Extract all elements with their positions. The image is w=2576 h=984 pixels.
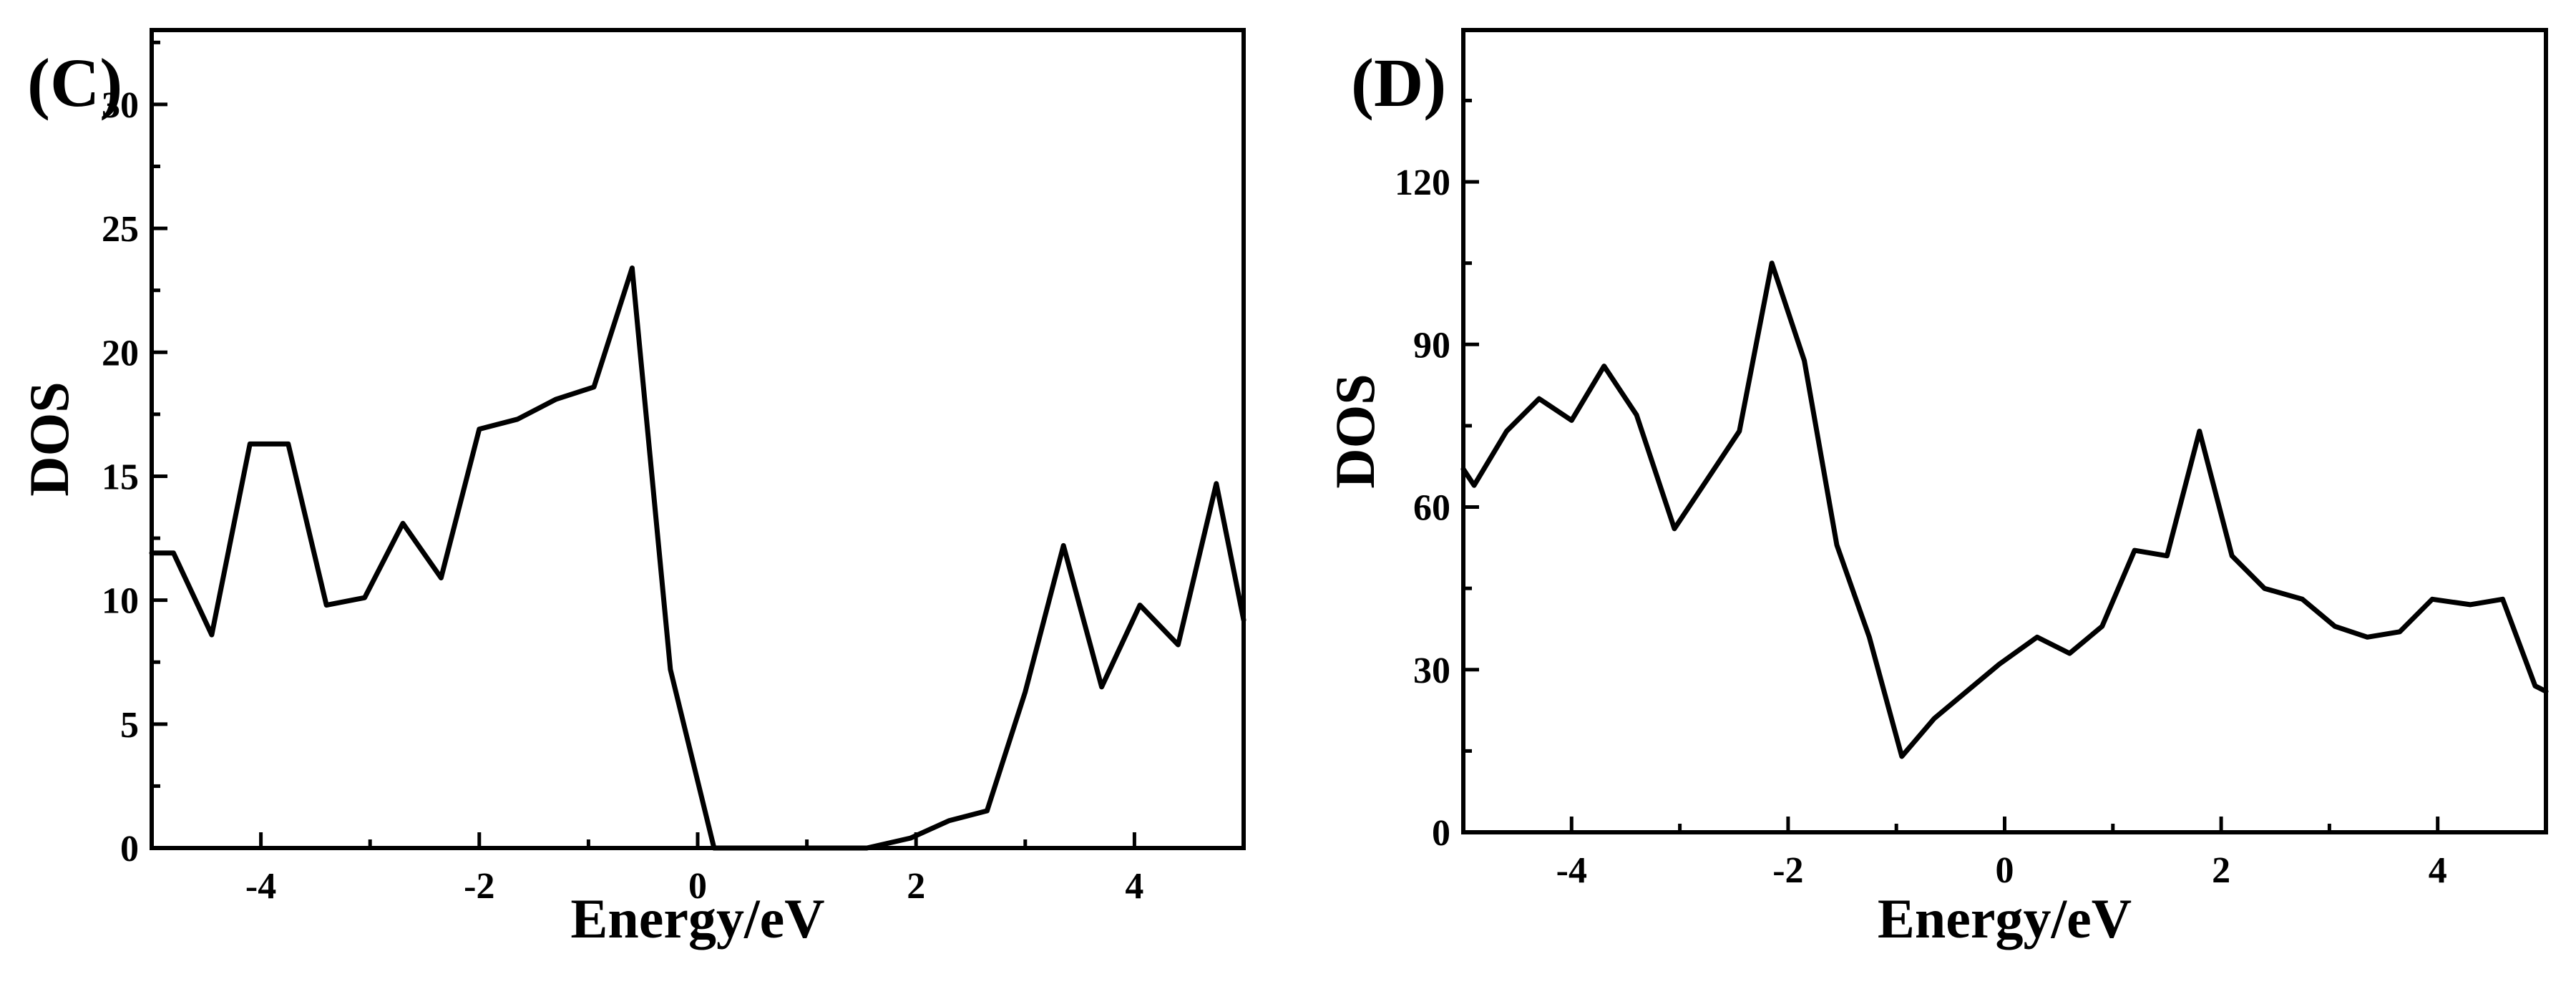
x-axis-title-0: Energy/eV	[570, 887, 824, 950]
dos-series-line-1-0	[1460, 260, 2549, 759]
plot-frame-1	[1461, 28, 2548, 834]
y-tick-label-1-1: 30	[1413, 651, 1450, 691]
y-tick-label-1-0: 0	[1432, 813, 1450, 854]
y-tick-label-0-3: 15	[102, 457, 139, 497]
y-tick-label-1-2: 60	[1413, 488, 1450, 529]
x-tick-label-1-2: 0	[1996, 850, 2014, 891]
panel-label-1: (D)	[1351, 44, 1446, 121]
y-axis-title-0: DOS	[18, 381, 80, 496]
y-tick-label-0-6: 30	[102, 85, 139, 126]
y-tick-label-0-5: 25	[102, 209, 139, 250]
y-tick-label-1-3: 90	[1413, 325, 1450, 366]
dos-series-line-0-0	[149, 266, 1246, 851]
x-tick-label-0-3: 2	[907, 866, 925, 907]
y-tick-label-1-4: 120	[1395, 162, 1450, 203]
y-tick-label-0-2: 10	[102, 581, 139, 622]
x-tick-label-0-0: -4	[245, 866, 276, 907]
x-tick-label-1-4: 4	[2429, 850, 2447, 891]
x-tick-label-0-2: 0	[688, 866, 707, 907]
y-tick-label-0-1: 5	[120, 705, 139, 746]
x-tick-label-0-4: 4	[1125, 866, 1143, 907]
x-tick-label-0-1: -2	[464, 866, 494, 907]
x-tick-label-1-3: 2	[2212, 850, 2230, 891]
x-axis-title-1: Energy/eV	[1878, 887, 2132, 950]
panel-label-0: (C)	[27, 44, 122, 121]
y-tick-label-0-4: 20	[102, 333, 139, 374]
y-tick-label-0-0: 0	[120, 829, 139, 869]
y-axis-title-1: DOS	[1324, 374, 1386, 488]
x-tick-label-1-0: -4	[1556, 850, 1587, 891]
x-tick-label-1-1: -2	[1772, 850, 1803, 891]
plot-frame-0	[150, 28, 1246, 850]
